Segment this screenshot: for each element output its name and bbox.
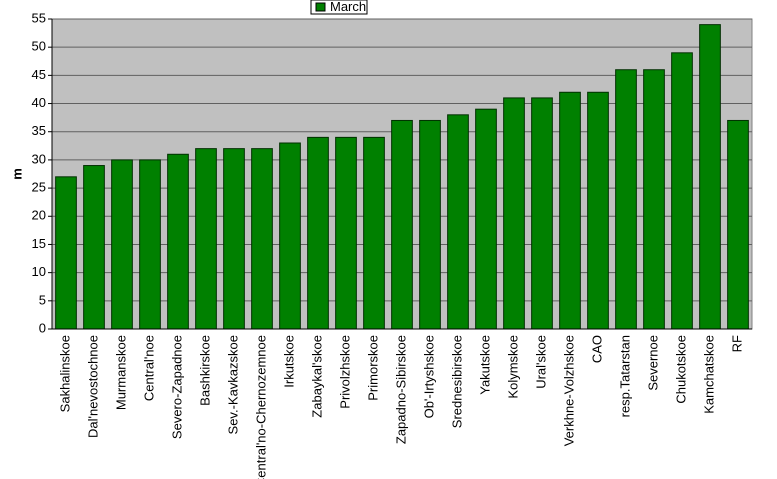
bar bbox=[335, 136, 357, 330]
x-tick-label: Zabaykal'skoe bbox=[309, 335, 324, 418]
x-tick-label: Primorskoe bbox=[365, 335, 380, 401]
x-tick-label: Irkutskoe bbox=[281, 335, 296, 388]
bar bbox=[251, 148, 273, 330]
x-tick-label: Zapadno-Sibirskoe bbox=[393, 335, 408, 444]
bar bbox=[559, 91, 581, 330]
x-tick-label: Murmanskoe bbox=[113, 335, 128, 410]
bar bbox=[195, 148, 217, 330]
bar bbox=[727, 119, 749, 330]
y-axis-label: m bbox=[9, 168, 24, 180]
x-tick-label: Verkhne-Volzhskoe bbox=[561, 335, 576, 446]
x-tick-label: Dal'nevostochnoe bbox=[85, 335, 100, 438]
bar bbox=[531, 97, 553, 330]
bar bbox=[391, 119, 413, 330]
bar bbox=[671, 52, 693, 330]
x-tick-label: CAO bbox=[589, 335, 604, 363]
y-tick-label: 30 bbox=[32, 151, 46, 166]
bar bbox=[643, 69, 665, 330]
bar bbox=[139, 159, 161, 330]
x-tick-label: Sev.-Kavkazskoe bbox=[225, 335, 240, 434]
y-tick-label: 45 bbox=[32, 67, 46, 82]
x-tick-label: Central'noe bbox=[141, 335, 156, 401]
y-tick-label: 15 bbox=[32, 236, 46, 251]
bar bbox=[307, 136, 329, 330]
bar bbox=[111, 159, 133, 330]
x-tick-label: Chukotskoe bbox=[673, 335, 688, 404]
bar bbox=[587, 91, 609, 330]
x-tick-label: Ural'skoe bbox=[533, 335, 548, 389]
y-tick-label: 55 bbox=[32, 10, 46, 25]
y-tick-label: 10 bbox=[32, 264, 46, 279]
y-tick-label: 50 bbox=[32, 39, 46, 54]
y-tick-label: 0 bbox=[39, 320, 46, 335]
x-tick-label: Severo-Zapadnoe bbox=[169, 335, 184, 439]
x-tick-label: Kolymskoe bbox=[505, 335, 520, 399]
x-tick-label: Severnoe bbox=[645, 335, 660, 391]
x-tick-label: Privolzhskoe bbox=[337, 335, 352, 409]
bar bbox=[615, 69, 637, 330]
x-tick-label: RF bbox=[729, 335, 744, 352]
x-tick-label: Ob'-Irtyshskoe bbox=[421, 335, 436, 418]
y-tick-label: 35 bbox=[32, 123, 46, 138]
bar bbox=[167, 153, 189, 330]
x-tick-label: Central'no-Chernozemnoe bbox=[253, 335, 268, 479]
bar bbox=[475, 108, 497, 330]
x-tick-label: Srednesibirskoe bbox=[449, 335, 464, 428]
y-tick-label: 20 bbox=[32, 208, 46, 223]
bar bbox=[447, 114, 469, 330]
bar bbox=[55, 176, 77, 330]
bar bbox=[223, 148, 245, 330]
bar bbox=[279, 142, 301, 330]
legend-swatch bbox=[315, 2, 326, 12]
y-tick-label: 5 bbox=[39, 292, 46, 307]
x-tick-label: resp.Tatarstan bbox=[617, 335, 632, 417]
bar bbox=[503, 97, 525, 330]
bar bbox=[419, 119, 441, 330]
y-tick-label: 40 bbox=[32, 95, 46, 110]
x-tick-label: Yakutskoe bbox=[477, 335, 492, 395]
y-tick-label: 25 bbox=[32, 180, 46, 195]
bar bbox=[83, 165, 105, 330]
x-tick-label: Kamchatskoe bbox=[701, 335, 716, 414]
legend-label: March bbox=[330, 0, 366, 14]
x-tick-label: Bashkirskoe bbox=[197, 335, 212, 406]
bar bbox=[363, 136, 385, 330]
bar bbox=[699, 24, 721, 330]
x-tick-label: Sakhalinskoe bbox=[57, 335, 72, 412]
